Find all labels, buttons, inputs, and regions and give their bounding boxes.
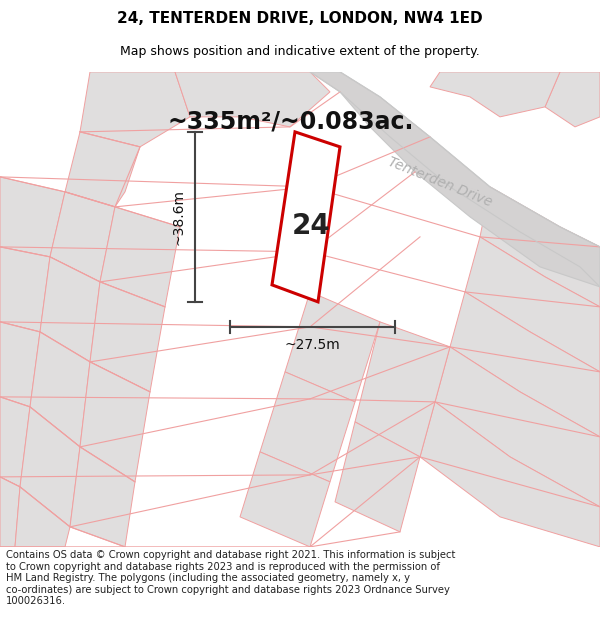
Polygon shape — [545, 72, 600, 127]
Polygon shape — [272, 132, 340, 302]
Text: ~38.6m: ~38.6m — [172, 189, 186, 245]
Polygon shape — [15, 487, 70, 547]
Polygon shape — [30, 332, 90, 447]
Polygon shape — [310, 72, 600, 287]
Text: Contains OS data © Crown copyright and database right 2021. This information is : Contains OS data © Crown copyright and d… — [6, 550, 455, 606]
Polygon shape — [480, 187, 600, 307]
Polygon shape — [40, 257, 100, 362]
Polygon shape — [240, 452, 330, 547]
Polygon shape — [335, 422, 420, 532]
Polygon shape — [90, 282, 165, 392]
Polygon shape — [20, 407, 80, 527]
Polygon shape — [420, 402, 600, 547]
Polygon shape — [430, 72, 560, 117]
Text: 24: 24 — [292, 213, 331, 241]
Text: 24, TENTERDEN DRIVE, LONDON, NW4 1ED: 24, TENTERDEN DRIVE, LONDON, NW4 1ED — [117, 11, 483, 26]
Text: Map shows position and indicative extent of the property.: Map shows position and indicative extent… — [120, 45, 480, 58]
Polygon shape — [285, 292, 380, 402]
Polygon shape — [80, 362, 150, 482]
Polygon shape — [435, 347, 600, 507]
Polygon shape — [0, 397, 30, 487]
Text: Tenterden Drive: Tenterden Drive — [386, 154, 494, 209]
Polygon shape — [70, 447, 135, 547]
Text: ~27.5m: ~27.5m — [284, 338, 340, 352]
Polygon shape — [0, 477, 20, 547]
Polygon shape — [65, 132, 140, 207]
Polygon shape — [50, 192, 115, 282]
Polygon shape — [465, 237, 600, 372]
Polygon shape — [0, 322, 40, 407]
Text: ~335m²/~0.083ac.: ~335m²/~0.083ac. — [168, 110, 415, 134]
Polygon shape — [0, 177, 65, 257]
Polygon shape — [175, 72, 330, 127]
Polygon shape — [0, 247, 50, 332]
Polygon shape — [450, 292, 600, 437]
Polygon shape — [80, 72, 190, 147]
Polygon shape — [260, 372, 355, 482]
Polygon shape — [100, 207, 180, 307]
Polygon shape — [355, 322, 450, 457]
